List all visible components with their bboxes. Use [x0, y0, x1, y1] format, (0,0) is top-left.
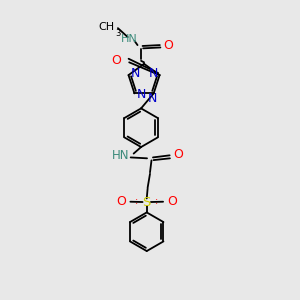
- Text: N: N: [148, 92, 157, 105]
- Text: 3: 3: [115, 29, 120, 38]
- Text: O: O: [173, 148, 183, 161]
- Text: N: N: [136, 88, 146, 101]
- Text: CH: CH: [98, 22, 114, 32]
- Text: HN: HN: [121, 34, 138, 44]
- Text: O: O: [116, 195, 126, 208]
- Text: O: O: [111, 54, 121, 67]
- Text: :: :: [135, 196, 139, 206]
- Text: O: O: [163, 39, 173, 52]
- Text: S: S: [142, 196, 151, 208]
- Text: N: N: [148, 68, 158, 80]
- Text: :: :: [155, 196, 158, 206]
- Text: O: O: [167, 195, 177, 208]
- Text: N: N: [130, 68, 140, 80]
- Text: HN: HN: [112, 149, 129, 162]
